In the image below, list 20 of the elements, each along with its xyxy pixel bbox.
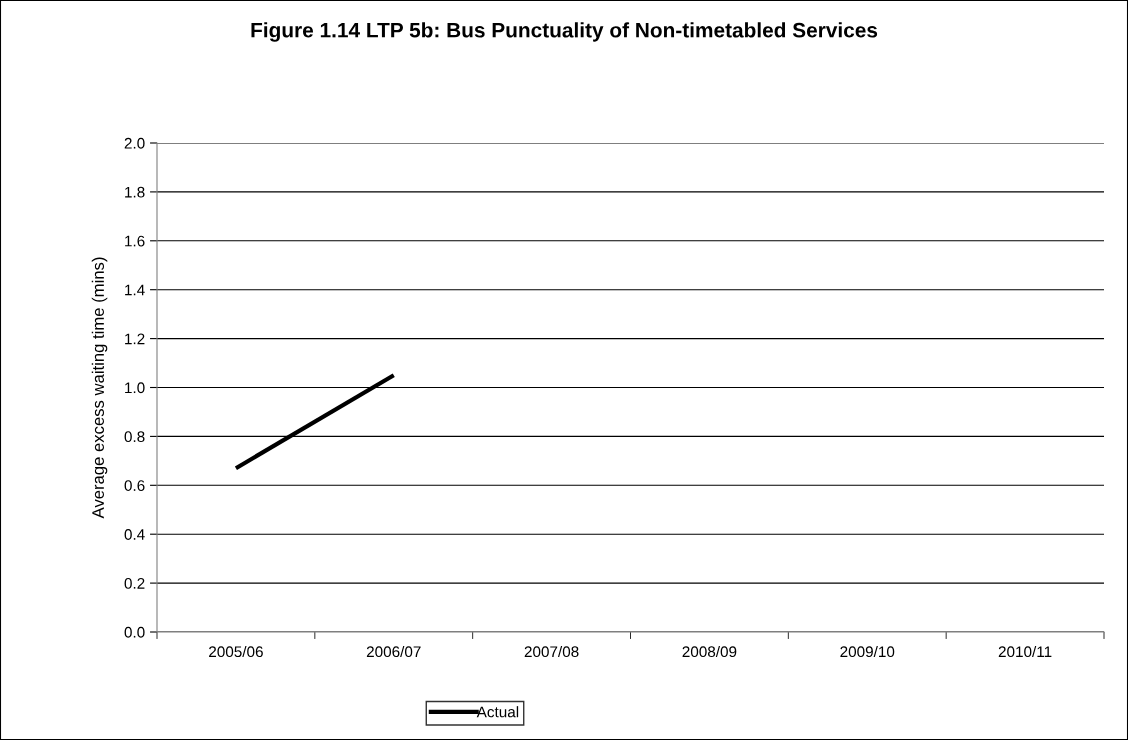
y-tick-label: 1.0 (125, 382, 145, 394)
chart-title: Figure 1.14 LTP 5b: Bus Punctuality of Non-timetabled Services (251, 22, 878, 42)
y-tick-label: 0.6 (124, 480, 145, 491)
y-tick-label: 0.4 (124, 529, 145, 540)
x-tick-label: 2005/06 (209, 645, 263, 658)
y-tick-label: 1.8 (125, 186, 145, 198)
y-axis-title: Average excess waiting time (mins) (91, 257, 108, 519)
x-tick-label: 2007/08 (524, 645, 579, 658)
x-tick-label: 2006/07 (366, 645, 421, 658)
y-tick-label: 0.2 (124, 577, 145, 589)
legend-label: Actual (476, 706, 519, 718)
x-tick-label: 2008/09 (682, 645, 737, 658)
y-tick-label: 0.8 (124, 431, 145, 443)
x-tick-label: 2010/11 (998, 645, 1052, 658)
y-tick-label: 2.0 (124, 137, 145, 149)
y-tick-label: 0.0 (124, 626, 145, 638)
y-tick-label: 1.6 (125, 235, 145, 247)
y-tick-label: 1.2 (125, 333, 145, 345)
y-tick-label: 1.4 (125, 284, 145, 296)
x-tick-label: 2009/10 (840, 645, 895, 658)
